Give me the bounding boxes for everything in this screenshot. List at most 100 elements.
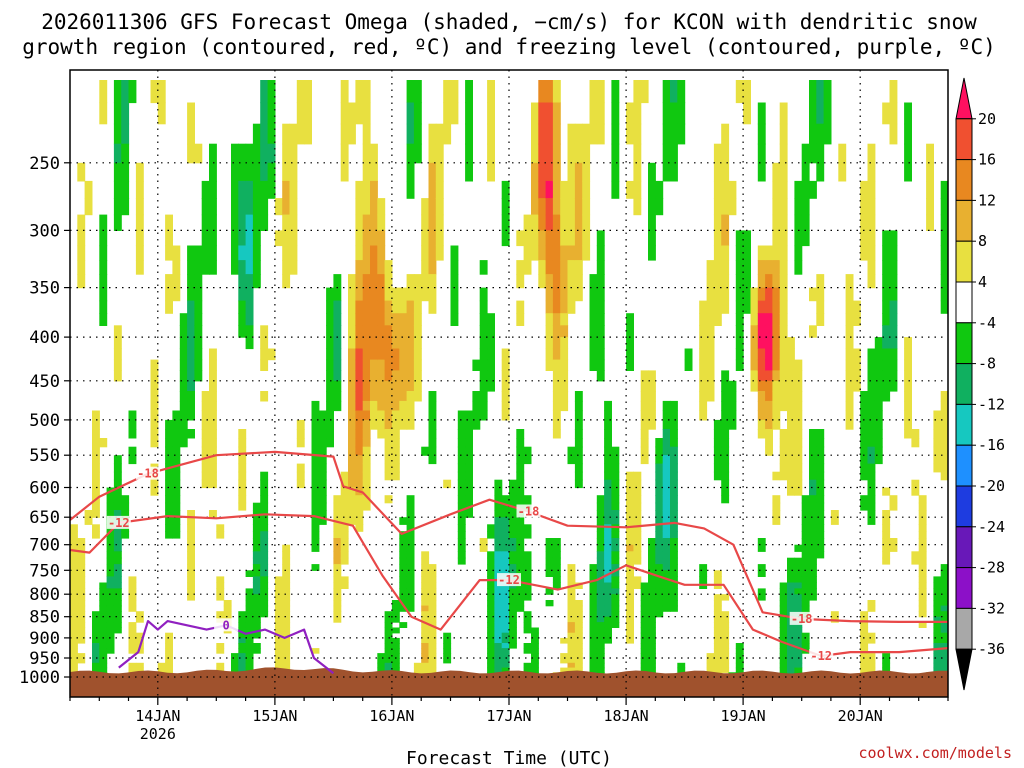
omega-cell (721, 162, 730, 182)
omega-cell (494, 495, 503, 504)
omega-cell (735, 348, 744, 361)
omega-cell (113, 594, 122, 601)
omega-cell (626, 627, 634, 634)
omega-cell (362, 487, 371, 496)
omega-cell (589, 605, 598, 612)
omega-cell (487, 658, 495, 664)
omega-cell (260, 531, 269, 539)
omega-cell (457, 471, 466, 481)
omega-cell (809, 531, 817, 539)
omega-cell (384, 287, 393, 302)
omega-cell (399, 557, 408, 565)
omega-cell (487, 600, 495, 607)
omega-cell (70, 600, 78, 607)
omega-cell (501, 605, 510, 612)
omega-cell (355, 214, 364, 231)
omega-cell (172, 410, 181, 421)
omega-cell (596, 502, 605, 511)
omega-cell (187, 594, 195, 601)
omega-cell (765, 348, 773, 361)
omega-cell (809, 429, 817, 439)
omega-cell (604, 605, 612, 612)
omega-cell (77, 653, 86, 659)
omega-cell (794, 632, 803, 639)
omega-cell (362, 287, 371, 302)
omega-cell (487, 588, 495, 595)
omega-cell (889, 102, 898, 125)
omega-cell (487, 348, 495, 361)
omega-cell (611, 463, 620, 473)
omega-cell (640, 605, 649, 612)
omega-cell (391, 410, 400, 421)
omega-cell (867, 479, 876, 489)
omega-cell (611, 582, 620, 589)
omega-cell (135, 632, 144, 639)
omega-cell (106, 632, 115, 639)
omega-cell (779, 611, 788, 618)
omega-cell (545, 230, 554, 247)
omega-cell (670, 517, 678, 525)
omega-cell (626, 622, 634, 628)
omega-cell (596, 622, 605, 628)
omega-cell (99, 653, 108, 659)
omega-cell (252, 605, 261, 612)
omega-cell (823, 123, 832, 145)
omega-cell (904, 123, 912, 145)
omega-cell (545, 600, 554, 607)
omega-cell (355, 102, 364, 125)
omega-cell (187, 391, 195, 402)
omega-cell (552, 245, 561, 261)
omega-cell (238, 162, 247, 182)
omega-cell (779, 643, 788, 649)
omega-cell (765, 313, 773, 326)
omega-cell (867, 400, 876, 412)
omega-cell (194, 325, 203, 338)
omega-cell (706, 287, 715, 302)
omega-cell (713, 463, 722, 473)
omega-cell (626, 538, 634, 546)
omega-cell (670, 582, 678, 589)
omega-cell (509, 544, 517, 552)
omega-cell (574, 600, 583, 607)
omega-cell (106, 582, 115, 589)
omega-cell (252, 622, 261, 628)
omega-cell (662, 594, 671, 601)
omega-cell (494, 627, 503, 634)
omega-cell (596, 576, 605, 583)
omega-cell (772, 337, 781, 350)
omega-cell (165, 648, 173, 654)
omega-cell (282, 643, 291, 649)
omega-cell (933, 622, 942, 628)
omega-cell (77, 230, 86, 247)
omega-cell (479, 287, 488, 302)
omega-cell (918, 611, 927, 618)
omega-cell (596, 313, 605, 326)
pressure-tick-label: 950 (29, 649, 60, 669)
omega-cell (487, 616, 495, 623)
omega-cell (552, 325, 561, 338)
omega-cell (933, 446, 942, 456)
omega-cell (340, 557, 349, 565)
omega-cell (362, 162, 371, 182)
omega-cell (252, 551, 261, 559)
omega-cell (501, 551, 510, 559)
omega-cell (816, 487, 825, 496)
omega-cell (428, 627, 437, 634)
omega-cell (135, 648, 144, 654)
omega-cell (99, 287, 108, 302)
omega-cell (106, 588, 115, 595)
omega-cell (428, 143, 437, 164)
omega-cell (238, 274, 247, 289)
omega-cell (209, 380, 217, 392)
omega-cell (523, 643, 532, 649)
omega-cell (399, 517, 408, 525)
omega-cell (165, 531, 173, 539)
omega-cell (867, 658, 876, 664)
omega-cell (845, 391, 854, 402)
omega-cell (348, 123, 356, 145)
omega-cell (70, 667, 78, 673)
omega-cell (187, 544, 195, 552)
omega-cell (106, 495, 115, 504)
omega-cell (552, 544, 561, 552)
omega-cell (340, 143, 349, 164)
